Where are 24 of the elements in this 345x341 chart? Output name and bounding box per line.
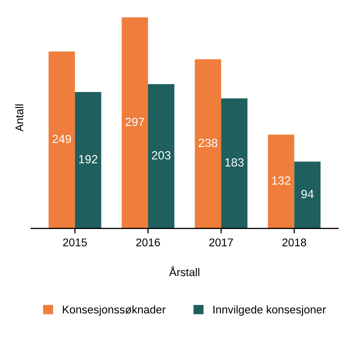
data-label: 249: [52, 134, 72, 144]
data-label: 297: [126, 118, 144, 126]
x-tick-label: 2018: [282, 238, 306, 246]
x-tick-label: 2015: [63, 238, 87, 246]
bar: [294, 162, 321, 228]
x-tick-label: 2017: [209, 238, 233, 246]
data-label: 132: [272, 176, 290, 185]
x-tick-label: 2016: [136, 238, 160, 246]
bar: [194, 59, 222, 228]
y-axis-title: Antall: [15, 104, 24, 132]
bar: [221, 98, 248, 228]
data-label: 94: [301, 190, 314, 198]
bar: [122, 17, 148, 228]
bar: [74, 92, 102, 228]
bar: [268, 134, 294, 228]
data-label: 203: [152, 151, 171, 160]
data-label: 183: [225, 158, 244, 167]
data-label: 192: [79, 155, 98, 164]
legend-label: Konsesjonssøknader: [62, 305, 166, 316]
data-label: 238: [198, 138, 218, 148]
bar: [48, 51, 75, 228]
legend-label: Innvilgede konsesjoner: [213, 305, 326, 316]
x-axis-title: Årstall: [169, 266, 200, 276]
bar: [148, 84, 174, 228]
